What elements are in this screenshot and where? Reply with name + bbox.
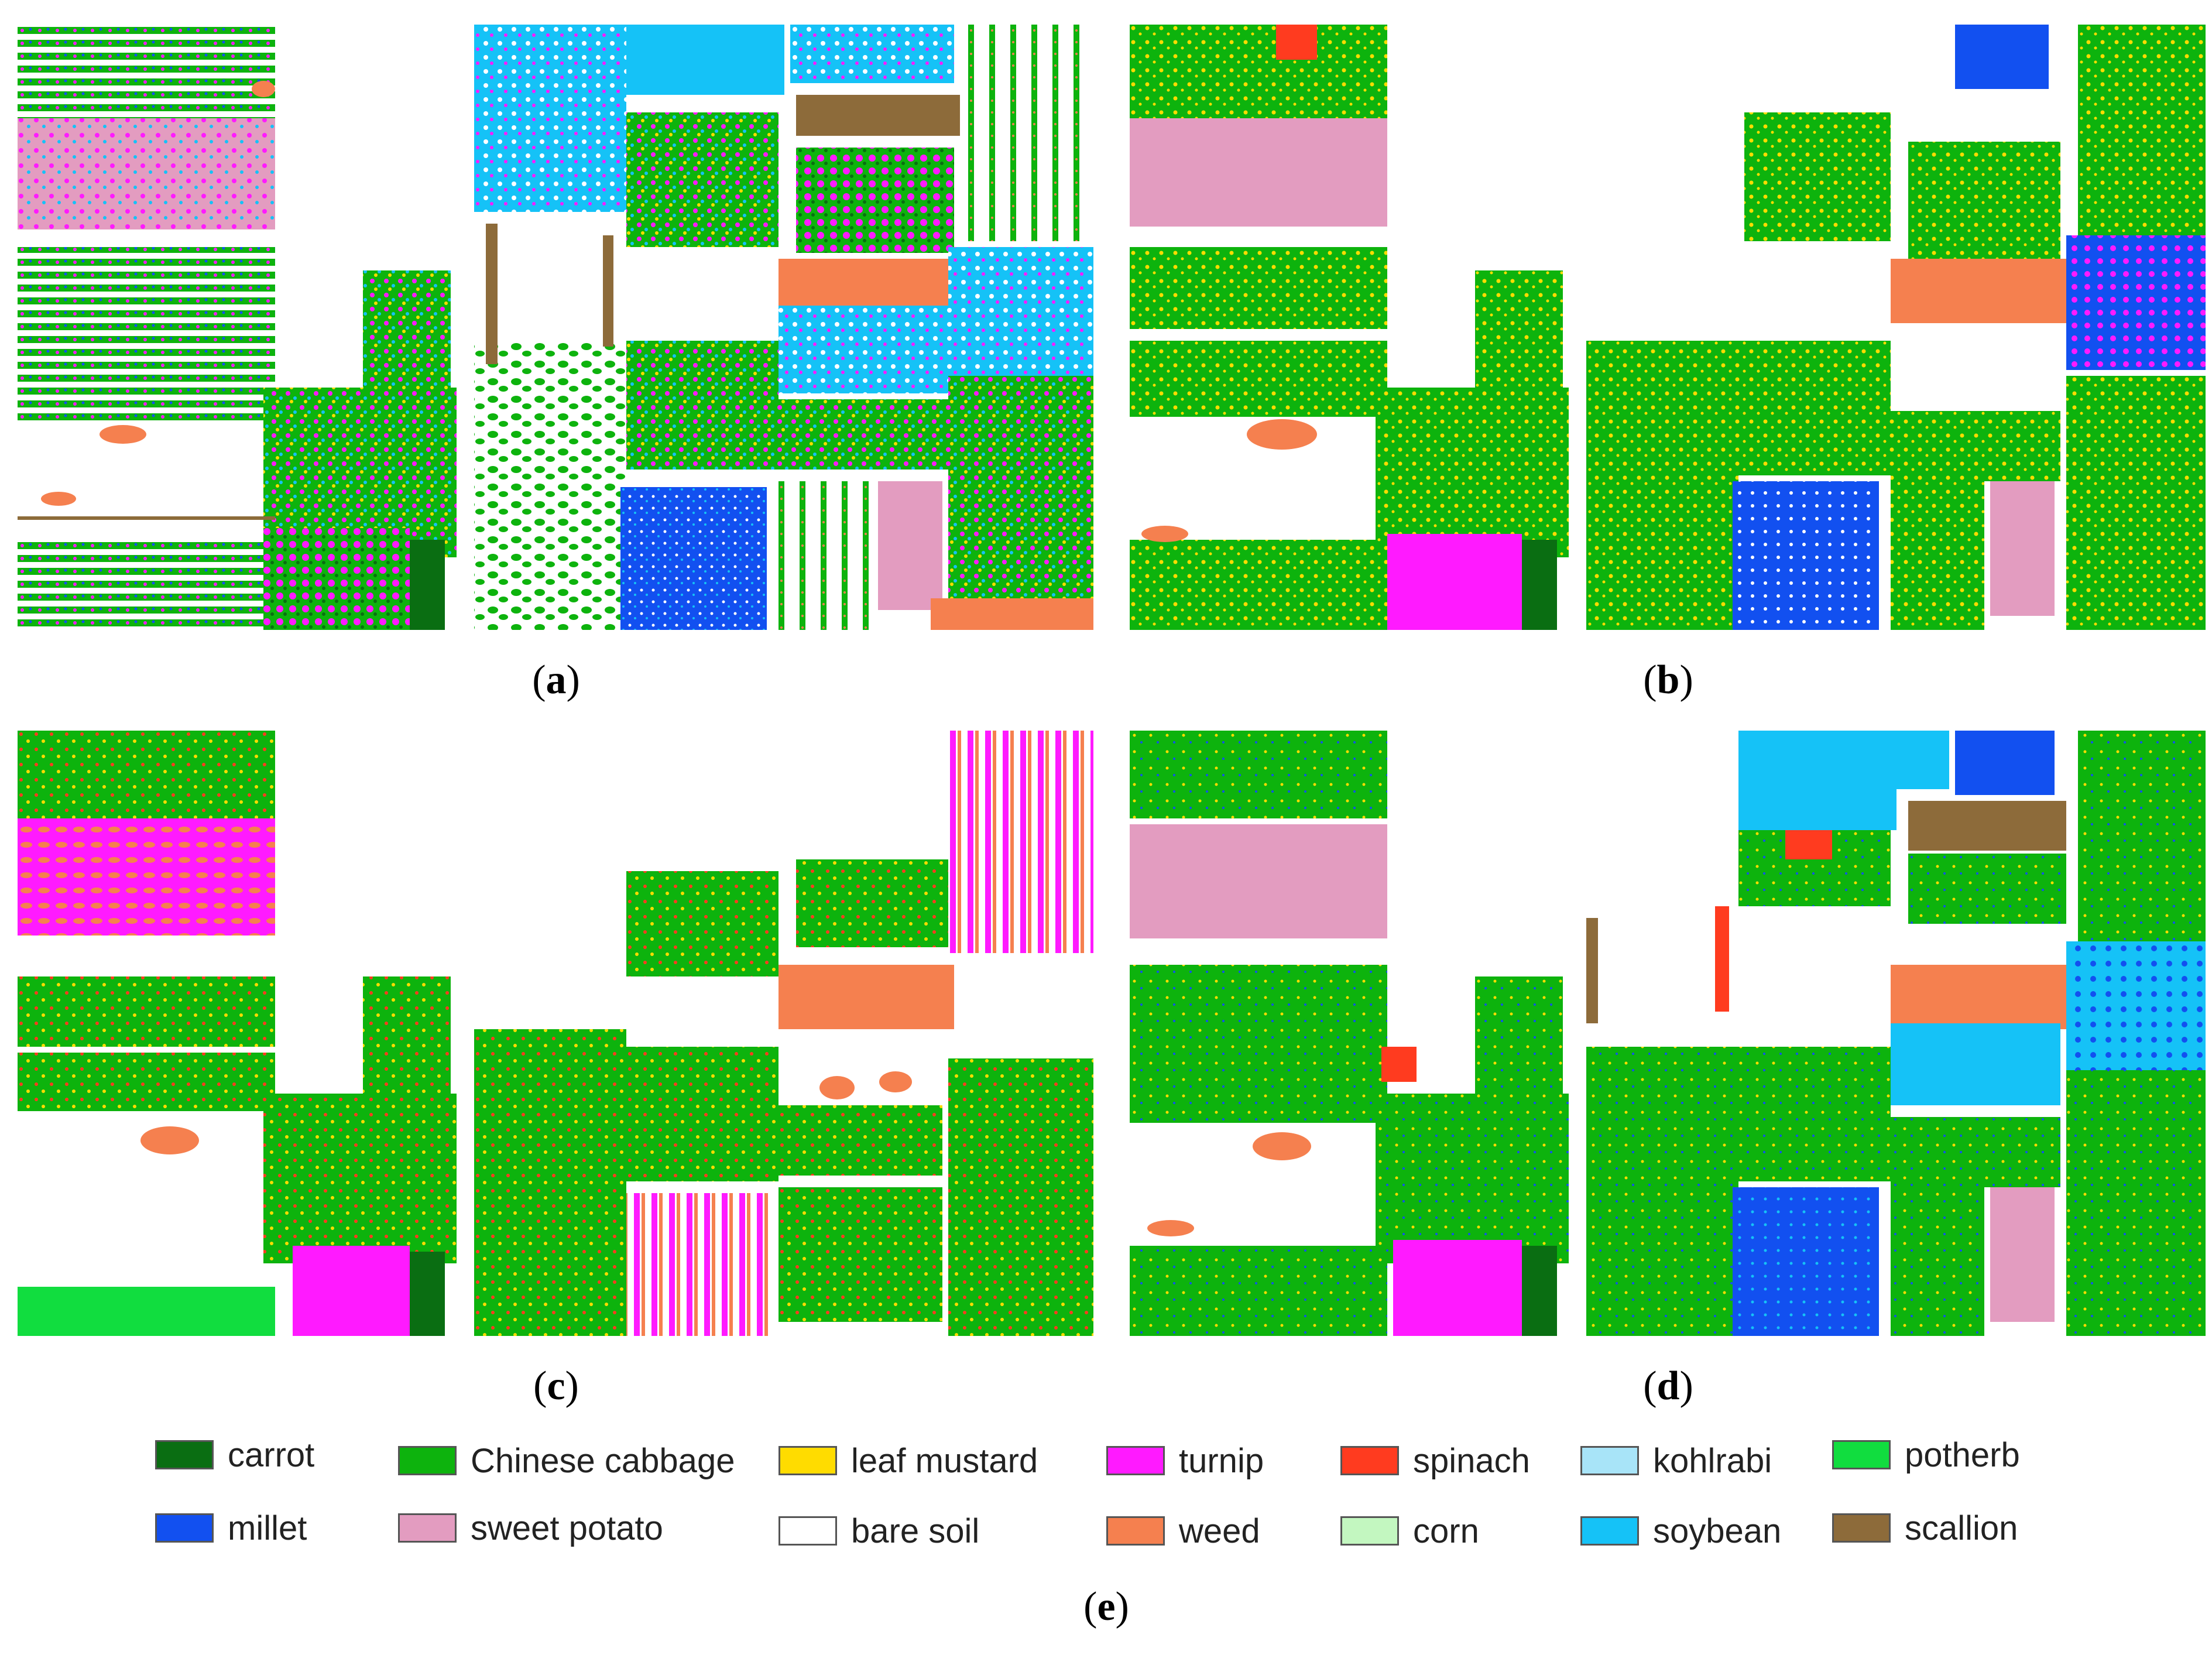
legend-label: turnip xyxy=(1179,1441,1264,1480)
swatch-potherb xyxy=(1832,1440,1891,1469)
legend-label: potherb xyxy=(1905,1435,2020,1474)
caption-e: (e) xyxy=(1083,1584,1129,1629)
caption-b: (b) xyxy=(1643,657,1693,703)
legend-item-scallion: scallion xyxy=(1832,1505,2018,1551)
legend-item-turnip: turnip xyxy=(1106,1437,1264,1484)
caption-d: (d) xyxy=(1643,1363,1693,1409)
caption-a: (a) xyxy=(532,657,580,703)
legend-item-chinese-cabbage: Chinese cabbage xyxy=(398,1437,735,1484)
swatch-soybean xyxy=(1580,1516,1639,1546)
swatch-sweet-potato xyxy=(398,1513,457,1543)
classification-map-c xyxy=(18,731,1093,1336)
swatch-corn xyxy=(1340,1516,1399,1546)
legend-item-soybean: soybean xyxy=(1580,1507,1781,1554)
legend-label: carrot xyxy=(228,1435,315,1474)
legend-item-potherb: potherb xyxy=(1832,1431,2020,1478)
legend-label: leaf mustard xyxy=(851,1441,1038,1480)
legend-label: bare soil xyxy=(851,1512,980,1550)
swatch-bare-soil xyxy=(779,1516,837,1546)
legend-item-carrot: carrot xyxy=(155,1431,314,1478)
legend-label: weed xyxy=(1179,1512,1260,1550)
classification-map-d xyxy=(1130,731,2206,1336)
caption-c: (c) xyxy=(533,1363,579,1409)
legend-label: soybean xyxy=(1653,1512,1782,1550)
legend-label: spinach xyxy=(1413,1441,1530,1480)
legend-item-bare-soil: bare soil xyxy=(779,1507,979,1554)
legend-item-kohlrabi: kohlrabi xyxy=(1580,1437,1772,1484)
legend-label: Chinese cabbage xyxy=(471,1441,735,1480)
legend-label: millet xyxy=(228,1509,307,1547)
legend-label: corn xyxy=(1413,1512,1479,1550)
swatch-leaf-mustard xyxy=(779,1446,837,1475)
swatch-scallion xyxy=(1832,1513,1891,1543)
swatch-millet xyxy=(155,1513,214,1543)
legend-item-leaf-mustard: leaf mustard xyxy=(779,1437,1038,1484)
legend-item-weed: weed xyxy=(1106,1507,1260,1554)
swatch-chinese-cabbage xyxy=(398,1446,457,1475)
legend-label: kohlrabi xyxy=(1653,1441,1772,1480)
legend-label: sweet potato xyxy=(471,1509,663,1547)
swatch-spinach xyxy=(1340,1446,1399,1475)
legend-item-sweet-potato: sweet potato xyxy=(398,1505,663,1551)
swatch-kohlrabi xyxy=(1580,1446,1639,1475)
legend-label: scallion xyxy=(1905,1509,2018,1547)
legend-item-corn: corn xyxy=(1340,1507,1479,1554)
swatch-turnip xyxy=(1106,1446,1165,1475)
legend-item-millet: millet xyxy=(155,1505,307,1551)
legend-item-spinach: spinach xyxy=(1340,1437,1530,1484)
swatch-weed xyxy=(1106,1516,1165,1546)
legend: carrot Chinese cabbage leaf mustard turn… xyxy=(146,1428,2078,1575)
classification-map-b xyxy=(1130,25,2206,630)
classification-map-a xyxy=(18,25,1093,630)
swatch-carrot xyxy=(155,1440,214,1469)
